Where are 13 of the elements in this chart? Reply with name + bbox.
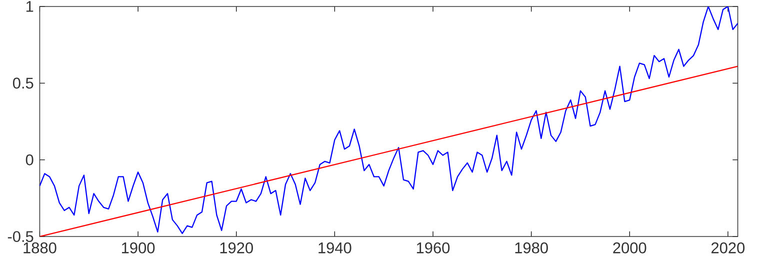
- y-tick-label: 0.5: [12, 78, 34, 89]
- x-tick-label: 1980: [515, 242, 548, 254]
- x-tick-label: 2020: [711, 242, 745, 254]
- y-tick-label: 0: [26, 154, 34, 166]
- x-tick-label: 1920: [220, 242, 253, 254]
- x-tick-label: 1900: [122, 242, 155, 254]
- x-tick-label: 1880: [24, 242, 56, 254]
- y-tick-label: 1: [26, 1, 34, 12]
- line-series: [40, 6, 738, 234]
- x-tick-label: 2000: [613, 242, 646, 254]
- x-tick-label: 1960: [416, 242, 450, 254]
- y-tick-label: -0.5: [8, 231, 34, 242]
- x-tick-label: 1940: [318, 242, 352, 254]
